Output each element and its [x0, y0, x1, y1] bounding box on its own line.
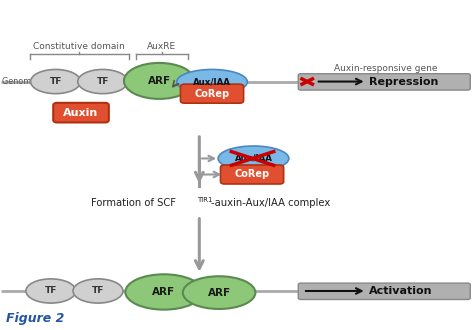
Text: Repression: Repression: [369, 77, 438, 86]
Ellipse shape: [124, 63, 195, 99]
FancyBboxPatch shape: [181, 84, 244, 103]
Ellipse shape: [218, 146, 289, 171]
FancyBboxPatch shape: [298, 74, 470, 90]
Ellipse shape: [73, 279, 123, 303]
FancyBboxPatch shape: [53, 103, 109, 122]
Text: Formation of SCF: Formation of SCF: [91, 198, 176, 208]
Text: Constitutive domain: Constitutive domain: [33, 42, 125, 51]
Ellipse shape: [26, 279, 76, 303]
Text: Auxin: Auxin: [64, 108, 99, 117]
Text: Figure 2: Figure 2: [6, 312, 64, 325]
Text: TF: TF: [45, 286, 57, 295]
Text: Activation: Activation: [369, 286, 432, 296]
Ellipse shape: [78, 69, 128, 94]
Text: Auxin-responsive gene: Auxin-responsive gene: [334, 64, 437, 73]
Text: -auxin-Aux/IAA complex: -auxin-Aux/IAA complex: [211, 198, 330, 208]
Ellipse shape: [31, 69, 81, 94]
Text: ARF: ARF: [153, 287, 175, 297]
Text: CoRep: CoRep: [235, 170, 270, 180]
Text: TF: TF: [92, 286, 104, 295]
Text: AuxRE: AuxRE: [147, 42, 176, 51]
Ellipse shape: [183, 276, 255, 309]
Text: ARF: ARF: [208, 288, 231, 298]
Text: TIR1: TIR1: [197, 197, 212, 203]
FancyBboxPatch shape: [220, 165, 283, 184]
Ellipse shape: [177, 69, 247, 94]
Text: Genomic DNA: Genomic DNA: [2, 77, 58, 86]
Text: ARF: ARF: [148, 76, 171, 86]
Text: Aux/IAA: Aux/IAA: [235, 154, 273, 163]
Text: TF: TF: [49, 77, 62, 86]
Text: TF: TF: [97, 77, 109, 86]
FancyBboxPatch shape: [298, 283, 470, 300]
Ellipse shape: [125, 274, 202, 310]
Text: CoRep: CoRep: [194, 89, 229, 99]
Text: Aux/IAA: Aux/IAA: [193, 78, 231, 86]
